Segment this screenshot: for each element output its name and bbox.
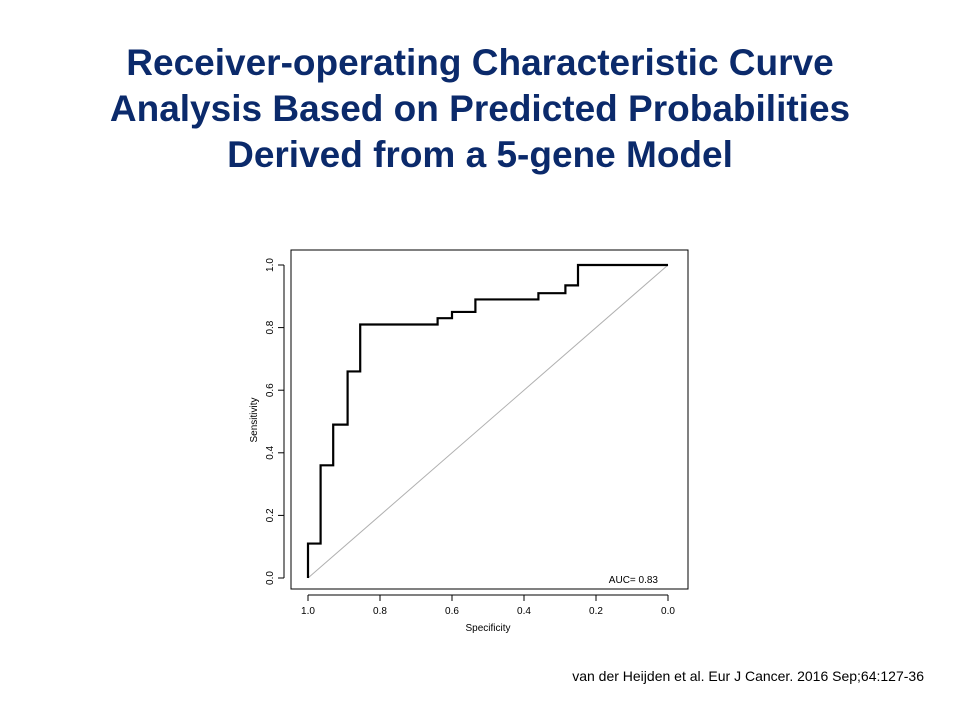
y-tick-label: 0.6 bbox=[265, 383, 276, 397]
citation: van der Heijden et al. Eur J Cancer. 201… bbox=[572, 668, 924, 684]
x-tick-label: 0.6 bbox=[445, 606, 459, 617]
plot-frame bbox=[290, 249, 689, 590]
auc-annotation: AUC= 0.83 bbox=[609, 575, 659, 586]
y-tick-label: 0.4 bbox=[265, 445, 276, 459]
title-line-3: Derived from a 5-gene Model bbox=[227, 134, 733, 175]
x-tick-label: 0.8 bbox=[373, 606, 387, 617]
roc-curve-line bbox=[306, 263, 668, 578]
roc-chart: 1.0 0.8 0.6 0.4 0.2 0.0 0.0 0.2 0.4 0.6 0.8 1.0 Sp… bbox=[249, 249, 689, 634]
title-line-2: Analysis Based on Predicted Probabilitie… bbox=[109, 88, 851, 129]
reference-diagonal-line bbox=[307, 264, 669, 579]
y-axis: 0.0 0.2 0.4 0.6 0.8 1.0 bbox=[265, 258, 285, 585]
x-axis-label: Specificity bbox=[465, 623, 510, 634]
title-line-1: Receiver-operating Characteristic Curve bbox=[126, 42, 834, 83]
x-tick-label: 0.2 bbox=[589, 606, 603, 617]
y-tick-label: 0.0 bbox=[265, 571, 276, 585]
y-axis-label: Sensitivity bbox=[249, 397, 260, 442]
x-tick-label: 0.4 bbox=[517, 606, 531, 617]
x-axis: 1.0 0.8 0.6 0.4 0.2 0.0 bbox=[301, 594, 675, 617]
y-tick-label: 1.0 bbox=[265, 258, 276, 272]
plot-marks bbox=[306, 263, 669, 579]
slide-title: Receiver-operating Characteristic Curve … bbox=[30, 40, 930, 178]
x-tick-label: 0.0 bbox=[661, 606, 675, 617]
y-tick-label: 0.2 bbox=[265, 508, 276, 522]
x-tick-label: 1.0 bbox=[301, 606, 315, 617]
y-tick-label: 0.8 bbox=[265, 320, 276, 334]
